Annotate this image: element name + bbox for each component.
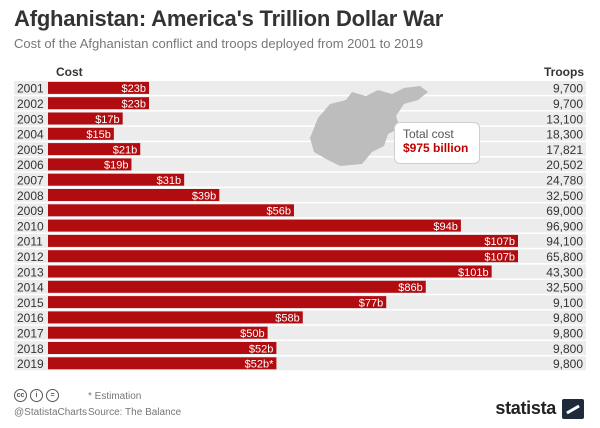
source-note: Source: The Balance bbox=[88, 407, 182, 418]
statista-logo[interactable]: statista bbox=[495, 398, 556, 418]
bar-value-label: $15b bbox=[86, 129, 110, 141]
bar-value-label: $58b bbox=[275, 313, 299, 325]
bar-value-label: $50b bbox=[240, 328, 264, 340]
bar-value-label: $52b bbox=[249, 343, 273, 355]
cost-bar bbox=[48, 173, 185, 186]
cost-bar bbox=[48, 311, 303, 324]
troops-value: 9,700 bbox=[553, 97, 583, 111]
troops-value: 9,700 bbox=[553, 82, 583, 96]
total-cost-callout: Total cost $975 billion bbox=[394, 122, 480, 164]
troops-value: 69,000 bbox=[546, 204, 583, 218]
year-label: 2010 bbox=[17, 219, 44, 233]
bar-value-label: $21b bbox=[113, 144, 137, 156]
troops-value: 17,821 bbox=[546, 143, 583, 157]
cost-bar bbox=[48, 296, 387, 309]
year-label: 2013 bbox=[17, 265, 44, 279]
cost-bar bbox=[48, 127, 114, 140]
statista-logo-icon bbox=[562, 399, 584, 419]
bar-value-label: $94b bbox=[433, 221, 457, 233]
row-background bbox=[14, 96, 586, 111]
afghanistan-map-icon bbox=[310, 86, 428, 166]
cost-bar bbox=[48, 204, 294, 217]
bar-value-label: $23b bbox=[122, 83, 146, 95]
troops-value: 9,800 bbox=[553, 342, 583, 356]
bar-value-label: $23b bbox=[122, 98, 146, 110]
license-icons: cc i = bbox=[14, 389, 59, 402]
cost-column-header: Cost bbox=[56, 65, 83, 79]
troops-value: 9,800 bbox=[553, 326, 583, 340]
cost-bar bbox=[48, 97, 150, 110]
troops-value: 20,502 bbox=[546, 158, 583, 172]
bar-value-label: $56b bbox=[266, 206, 290, 218]
troops-value: 18,300 bbox=[546, 128, 583, 142]
troops-value: 32,500 bbox=[546, 281, 583, 295]
troops-value: 13,100 bbox=[546, 112, 583, 126]
year-label: 2004 bbox=[17, 128, 44, 142]
cost-bar bbox=[48, 81, 150, 94]
bar-value-label: $19b bbox=[104, 160, 128, 172]
troops-value: 9,800 bbox=[553, 357, 583, 371]
cost-bar bbox=[48, 265, 492, 278]
year-label: 2019 bbox=[17, 357, 44, 371]
cost-bar bbox=[48, 357, 277, 370]
bar-value-label: $17b bbox=[95, 114, 119, 126]
bar-value-label: $77b bbox=[359, 297, 383, 309]
year-label: 2018 bbox=[17, 342, 44, 356]
bar-value-label: $107b bbox=[484, 236, 515, 248]
bar-value-label: $101b bbox=[458, 267, 489, 279]
troops-value: 65,800 bbox=[546, 250, 583, 264]
cost-bar bbox=[48, 219, 461, 232]
year-label: 2009 bbox=[17, 204, 44, 218]
year-label: 2008 bbox=[17, 189, 44, 203]
bar-value-label: $39b bbox=[192, 190, 216, 202]
cost-bar bbox=[48, 112, 123, 125]
bar-value-label: $107b bbox=[484, 251, 515, 263]
troops-value: 94,100 bbox=[546, 235, 583, 249]
cost-bar bbox=[48, 342, 277, 354]
year-label: 2003 bbox=[17, 112, 44, 126]
year-label: 2015 bbox=[17, 296, 44, 310]
bar-value-label: $31b bbox=[157, 175, 181, 187]
troops-value: 9,100 bbox=[553, 296, 583, 310]
year-label: 2017 bbox=[17, 326, 44, 340]
year-label: 2016 bbox=[17, 311, 44, 325]
troops-value: 32,500 bbox=[546, 189, 583, 203]
bar-value-label: $86b bbox=[398, 282, 422, 294]
no-derivatives-icon[interactable]: = bbox=[46, 389, 59, 402]
cost-bar bbox=[48, 189, 220, 201]
year-label: 2011 bbox=[17, 235, 43, 249]
cost-bar bbox=[48, 234, 518, 247]
year-label: 2001 bbox=[17, 82, 44, 96]
creative-commons-icon[interactable]: cc bbox=[14, 389, 27, 402]
troops-column-header: Troops bbox=[543, 65, 584, 79]
social-handle[interactable]: @StatistaCharts bbox=[14, 407, 87, 418]
troops-value: 96,900 bbox=[546, 219, 583, 233]
year-label: 2006 bbox=[17, 158, 44, 172]
attribution-icon[interactable]: i bbox=[30, 389, 43, 402]
year-label: 2007 bbox=[17, 173, 44, 187]
footnote: * Estimation bbox=[88, 391, 142, 402]
troops-value: 24,780 bbox=[546, 173, 583, 187]
year-label: 2014 bbox=[17, 281, 44, 295]
cost-bar bbox=[48, 143, 141, 156]
row-background bbox=[14, 111, 586, 126]
row-background bbox=[14, 81, 586, 95]
total-cost-value: $975 billion bbox=[403, 141, 469, 155]
cost-bar bbox=[48, 326, 268, 339]
page-subtitle: Cost of the Afghanistan conflict and tro… bbox=[14, 36, 424, 51]
troops-value: 43,300 bbox=[546, 265, 583, 279]
bar-value-label: $52b* bbox=[245, 359, 274, 371]
cost-bar bbox=[48, 158, 132, 171]
cost-bar bbox=[48, 280, 426, 293]
year-label: 2005 bbox=[17, 143, 44, 157]
total-cost-label: Total cost bbox=[403, 127, 454, 141]
year-label: 2002 bbox=[17, 97, 44, 111]
cost-bar bbox=[48, 250, 518, 263]
year-label: 2012 bbox=[17, 250, 44, 264]
page-title: Afghanistan: America's Trillion Dollar W… bbox=[14, 6, 444, 31]
troops-value: 9,800 bbox=[553, 311, 583, 325]
